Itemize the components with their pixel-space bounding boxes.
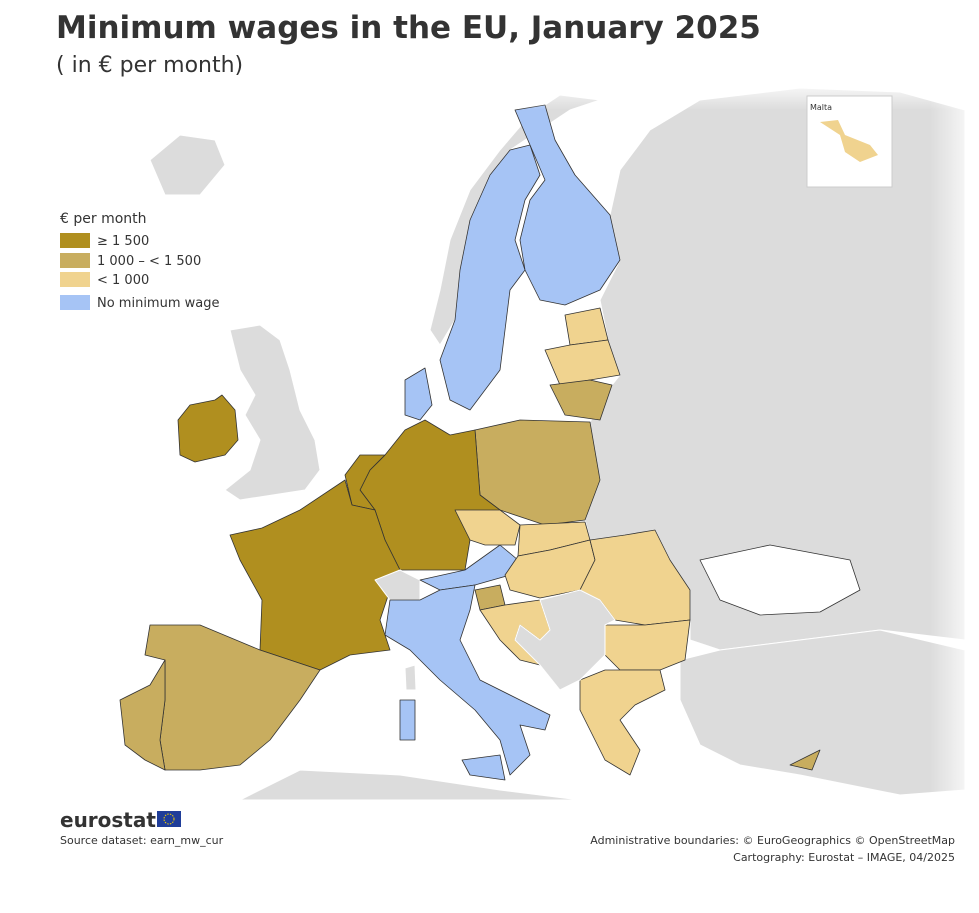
source: Source dataset: earn_mw_cur <box>60 834 224 847</box>
land-switzerland <box>374 569 421 601</box>
country <box>549 379 613 421</box>
country <box>439 144 541 411</box>
land-iceland <box>149 134 226 196</box>
land-uk <box>224 324 321 501</box>
legend-swatch <box>60 295 90 310</box>
title: Minimum wages in the EU, January 2025 <box>56 10 761 46</box>
country <box>461 754 506 781</box>
map <box>119 87 966 801</box>
eu-flag <box>157 811 181 827</box>
country <box>604 619 691 671</box>
legend-swatch <box>60 272 90 287</box>
country <box>789 749 821 771</box>
black-sea <box>699 544 861 616</box>
country <box>514 104 621 306</box>
land-turkey <box>679 629 966 796</box>
country <box>454 509 521 546</box>
land-balkans <box>514 589 616 691</box>
country <box>119 659 166 771</box>
eu-stars <box>163 813 175 825</box>
legend-label: ≥ 1 500 <box>97 234 149 249</box>
country <box>820 120 878 162</box>
country <box>229 479 401 671</box>
legend-swatch <box>60 233 90 248</box>
credit: Administrative boundaries: © EuroGeograp… <box>590 834 955 847</box>
country <box>384 584 551 776</box>
legend-swatch <box>60 253 90 268</box>
land-corsica <box>404 664 417 691</box>
malta-inset: Malta <box>806 95 893 188</box>
land-africa <box>239 769 581 801</box>
legend: ≥ 1 500 1 000 – < 1 500 < 1 000 No minimum … <box>60 233 219 311</box>
country <box>404 367 433 421</box>
subtitle: ( in € per month) <box>56 53 243 78</box>
legend-label: < 1 000 <box>97 273 149 288</box>
legend-label: No minimum wage <box>97 296 219 311</box>
legend-label: 1 000 – < 1 500 <box>97 254 201 269</box>
legend-title: € per month <box>60 211 147 227</box>
country <box>544 339 621 386</box>
fade <box>930 80 979 810</box>
logo: eurostat <box>60 808 156 832</box>
inset-label: Malta <box>810 103 832 112</box>
credit: Cartography: Eurostat – IMAGE, 04/2025 <box>733 851 955 864</box>
country <box>579 669 666 776</box>
country <box>564 307 609 346</box>
country <box>399 699 416 741</box>
country <box>177 394 239 463</box>
